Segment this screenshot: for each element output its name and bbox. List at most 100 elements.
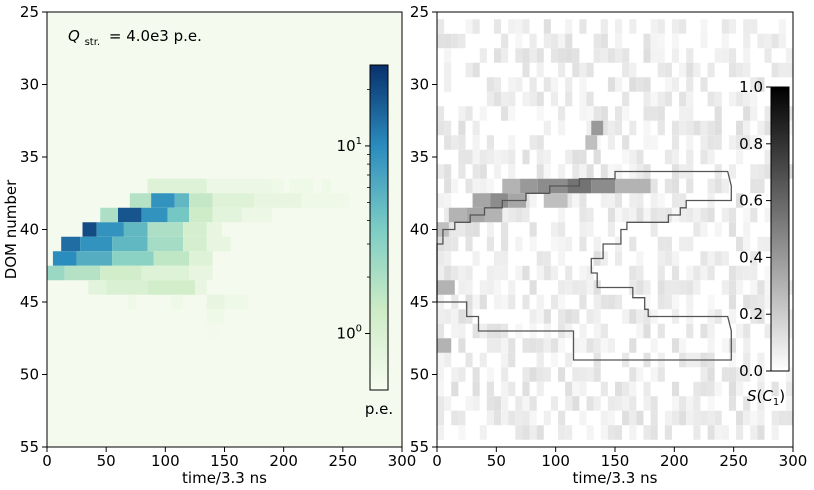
background-cell bbox=[493, 149, 502, 165]
background-cell bbox=[458, 323, 466, 339]
background-cell bbox=[458, 33, 466, 49]
background-cell bbox=[600, 294, 608, 310]
background-cell bbox=[529, 425, 537, 440]
heatmap-cell bbox=[88, 280, 107, 295]
background-cell bbox=[721, 178, 729, 194]
background-cell bbox=[643, 77, 651, 92]
background-cell bbox=[743, 410, 751, 426]
background-cell bbox=[743, 120, 751, 136]
background-cell bbox=[736, 410, 744, 426]
heatmap-cell bbox=[147, 280, 195, 295]
background-cell bbox=[629, 207, 637, 223]
background-cell bbox=[785, 367, 793, 382]
right-colorbar: 0.0 0.2 0.4 0.6 0.8 1.0 bbox=[739, 78, 790, 380]
background-cell bbox=[736, 280, 744, 295]
background-cell bbox=[743, 294, 751, 310]
background-cell bbox=[536, 251, 544, 266]
background-cell bbox=[657, 294, 665, 310]
background-cell bbox=[671, 178, 680, 194]
background-cell bbox=[536, 309, 544, 324]
background-cell bbox=[728, 396, 737, 411]
background-cell bbox=[565, 91, 573, 107]
background-cell bbox=[522, 381, 530, 397]
background-cell bbox=[515, 425, 523, 440]
background-cell bbox=[586, 338, 594, 353]
background-cell bbox=[572, 367, 580, 382]
background-cell bbox=[764, 33, 772, 49]
heatmap-cell bbox=[183, 236, 207, 252]
background-cell bbox=[643, 120, 651, 136]
background-cell bbox=[529, 48, 537, 63]
background-cell bbox=[686, 236, 694, 252]
background-cell bbox=[757, 236, 765, 252]
background-cell bbox=[785, 62, 793, 78]
left-colorbar-tick-label: 100 bbox=[337, 324, 362, 343]
background-cell bbox=[750, 106, 758, 121]
background-cell bbox=[615, 381, 623, 397]
right-x-tick-label: 250 bbox=[719, 452, 748, 470]
background-cell bbox=[515, 48, 523, 63]
background-cell bbox=[728, 309, 737, 324]
background-cell bbox=[757, 164, 765, 179]
background-cell bbox=[743, 323, 751, 339]
background-cell bbox=[736, 425, 744, 440]
background-cell bbox=[636, 193, 644, 208]
background-cell bbox=[579, 265, 587, 281]
background-cell bbox=[757, 178, 765, 194]
background-cell bbox=[593, 33, 601, 49]
heatmap-cell bbox=[194, 280, 207, 295]
background-cell bbox=[764, 106, 772, 121]
background-cell bbox=[686, 62, 694, 78]
background-cell bbox=[643, 294, 651, 310]
left-x-tick-label: 100 bbox=[151, 452, 180, 470]
background-cell bbox=[586, 164, 594, 179]
background-cell bbox=[579, 207, 587, 223]
background-cell bbox=[686, 91, 694, 107]
background-cell bbox=[444, 265, 452, 281]
background-cell bbox=[743, 48, 751, 63]
background-cell bbox=[472, 19, 480, 34]
background-cell bbox=[700, 381, 708, 397]
background-cell bbox=[501, 251, 509, 266]
background-cell bbox=[714, 425, 722, 440]
background-cell bbox=[693, 62, 701, 78]
background-cell bbox=[508, 280, 516, 295]
background-cell bbox=[686, 410, 694, 426]
background-cell bbox=[707, 149, 715, 165]
background-cell bbox=[607, 396, 615, 411]
background-cell bbox=[707, 265, 715, 281]
heatmap-cell bbox=[171, 294, 184, 310]
background-cell bbox=[451, 236, 459, 252]
heatmap-cell bbox=[189, 193, 213, 208]
background-cell bbox=[529, 91, 537, 107]
background-cell bbox=[600, 193, 608, 208]
background-cell bbox=[686, 48, 694, 63]
background-cell bbox=[458, 338, 466, 353]
right-colorbar-tick-label: 1.0 bbox=[739, 78, 763, 96]
background-cell bbox=[778, 410, 786, 426]
background-cell bbox=[529, 33, 537, 49]
background-cell bbox=[700, 410, 708, 426]
background-cell bbox=[501, 33, 509, 49]
background-cell bbox=[586, 62, 594, 78]
background-cell bbox=[607, 207, 615, 223]
background-cell bbox=[465, 294, 473, 310]
background-cell bbox=[508, 149, 516, 165]
background-cell bbox=[686, 323, 694, 339]
background-cell bbox=[593, 135, 601, 150]
background-cell bbox=[550, 338, 559, 353]
background-cell bbox=[465, 62, 473, 78]
right-colorbar-tick-label: 0.0 bbox=[739, 362, 763, 380]
background-cell bbox=[444, 193, 452, 208]
right-x-tick-label: 100 bbox=[541, 452, 570, 470]
background-cell bbox=[679, 193, 687, 208]
background-cell bbox=[764, 48, 772, 63]
background-cell bbox=[778, 62, 786, 78]
left-colorbar-tick-label: 101 bbox=[337, 136, 362, 155]
background-cell bbox=[565, 77, 573, 92]
background-cell bbox=[671, 135, 680, 150]
heatmap-cell bbox=[212, 207, 243, 223]
background-cell bbox=[600, 106, 608, 121]
background-cell bbox=[593, 323, 601, 339]
background-cell bbox=[636, 309, 644, 324]
